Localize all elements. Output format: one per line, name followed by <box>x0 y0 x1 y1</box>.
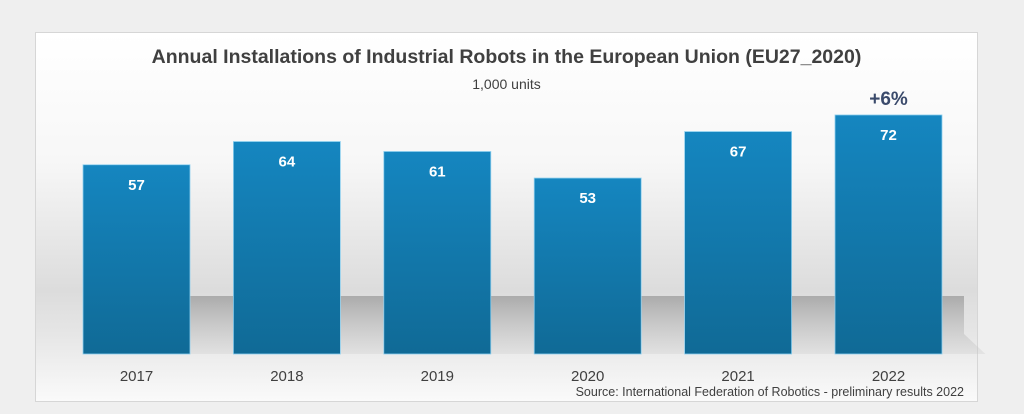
value-label-2021: 67 <box>730 144 747 161</box>
source-note: Source: International Federation of Robo… <box>575 385 964 399</box>
value-label-2019: 61 <box>429 163 446 180</box>
bar-2018 <box>232 141 341 355</box>
value-label-2017: 57 <box>128 177 145 194</box>
value-label-2022: 72 <box>880 127 897 144</box>
chart-title: Annual Installations of Industrial Robot… <box>151 46 862 68</box>
chart-subtitle: 1,000 units <box>472 76 541 92</box>
x-tick-label-2022: 2022 <box>872 368 905 385</box>
bar-2022 <box>834 114 943 355</box>
value-label-2018: 64 <box>279 154 296 171</box>
bar-2017 <box>82 164 191 355</box>
bar-2020 <box>533 177 642 355</box>
bar-2019 <box>383 151 492 355</box>
value-label-2020: 53 <box>579 190 596 207</box>
x-tick-label-2020: 2020 <box>571 368 604 385</box>
x-tick-label-2018: 2018 <box>270 368 303 385</box>
x-tick-label-2017: 2017 <box>120 368 153 385</box>
growth-annotation: +6% <box>869 89 908 110</box>
x-tick-label-2019: 2019 <box>421 368 454 385</box>
x-tick-label-2021: 2021 <box>721 368 754 385</box>
bar-2021 <box>684 131 792 355</box>
